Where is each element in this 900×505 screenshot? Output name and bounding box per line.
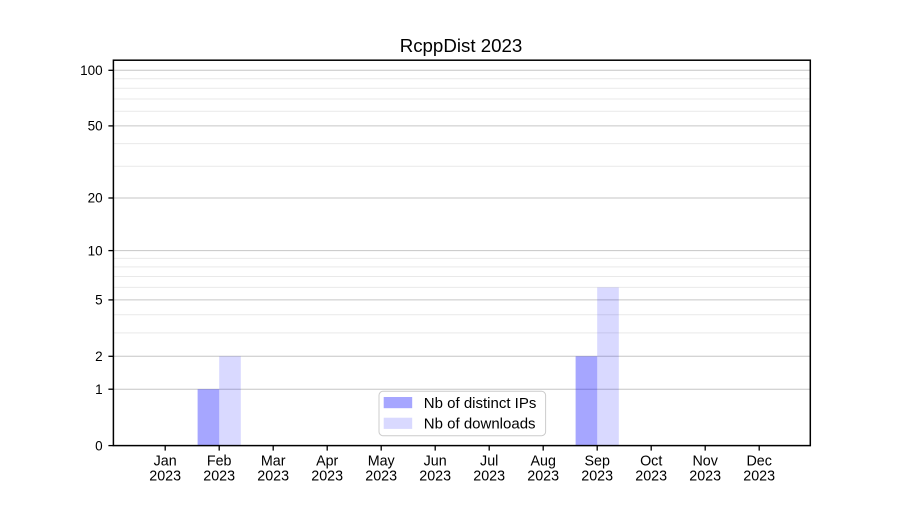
svg-text:Feb: Feb [207,454,232,470]
svg-text:2023: 2023 [581,469,613,485]
svg-text:Oct: Oct [640,454,662,470]
svg-text:2023: 2023 [311,469,343,485]
svg-text:2023: 2023 [203,469,235,485]
svg-text:1: 1 [95,382,103,397]
svg-text:0: 0 [95,438,103,453]
svg-text:2023: 2023 [527,469,559,485]
svg-text:2023: 2023 [689,469,721,485]
svg-text:2023: 2023 [473,469,505,485]
svg-text:5: 5 [95,293,103,308]
svg-text:Apr: Apr [316,454,338,470]
svg-text:Nb of distinct IPs: Nb of distinct IPs [424,395,537,412]
svg-text:RcppDist 2023: RcppDist 2023 [400,35,523,56]
svg-text:May: May [368,454,396,470]
svg-text:2023: 2023 [257,469,289,485]
svg-text:2023: 2023 [419,469,451,485]
svg-text:Mar: Mar [261,454,286,470]
svg-text:Jun: Jun [424,454,447,470]
svg-text:Jul: Jul [480,454,498,470]
svg-text:Dec: Dec [746,454,771,470]
svg-text:20: 20 [88,191,103,206]
svg-text:Jan: Jan [154,454,177,470]
svg-text:100: 100 [80,63,103,78]
svg-text:2023: 2023 [365,469,397,485]
svg-text:2023: 2023 [743,469,775,485]
svg-text:Sep: Sep [584,454,609,470]
svg-text:2023: 2023 [149,469,181,485]
svg-text:Nov: Nov [692,454,718,470]
svg-text:Nb of downloads: Nb of downloads [424,416,536,433]
svg-text:Aug: Aug [530,454,555,470]
svg-text:2: 2 [95,349,103,364]
svg-text:50: 50 [88,119,103,134]
svg-text:10: 10 [88,243,103,258]
svg-text:2023: 2023 [635,469,667,485]
